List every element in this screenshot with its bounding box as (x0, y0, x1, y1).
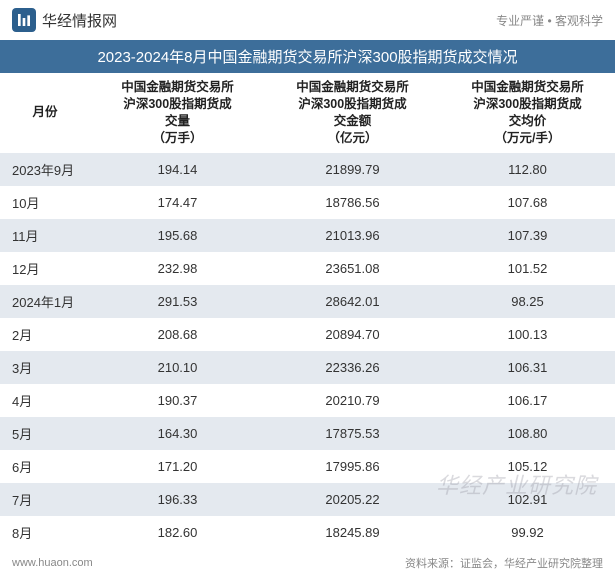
report-title: 2023-2024年8月中国金融期货交易所沪深300股指期货成交情况 (0, 40, 615, 73)
table-row: 2024年1月291.5328642.0198.25 (0, 285, 615, 318)
table-row: 12月232.9823651.08101.52 (0, 252, 615, 285)
cell-volume: 232.98 (90, 252, 265, 285)
cell-avgprice: 106.31 (440, 351, 615, 384)
cell-volume: 194.14 (90, 153, 265, 186)
table-row: 11月195.6821013.96107.39 (0, 219, 615, 252)
cell-turnover: 18786.56 (265, 186, 440, 219)
data-table: 月份 中国金融期货交易所 沪深300股指期货成 交量 （万手） 中国金融期货交易… (0, 73, 615, 549)
cell-month: 12月 (0, 252, 90, 285)
cell-volume: 291.53 (90, 285, 265, 318)
cell-turnover: 21013.96 (265, 219, 440, 252)
cell-avgprice: 106.17 (440, 384, 615, 417)
table-row: 4月190.3720210.79106.17 (0, 384, 615, 417)
footer: www.huaon.com 资料来源：证监会，华经产业研究院整理 (0, 549, 615, 577)
cell-turnover: 21899.79 (265, 153, 440, 186)
cell-turnover: 22336.26 (265, 351, 440, 384)
cell-month: 3月 (0, 351, 90, 384)
cell-turnover: 17995.86 (265, 450, 440, 483)
cell-volume: 196.33 (90, 483, 265, 516)
cell-avgprice: 108.80 (440, 417, 615, 450)
cell-avgprice: 107.39 (440, 219, 615, 252)
table-head: 月份 中国金融期货交易所 沪深300股指期货成 交量 （万手） 中国金融期货交易… (0, 73, 615, 153)
cell-avgprice: 100.13 (440, 318, 615, 351)
cell-turnover: 18245.89 (265, 516, 440, 549)
cell-turnover: 20210.79 (265, 384, 440, 417)
table-row: 2023年9月194.1421899.79112.80 (0, 153, 615, 186)
col-header-turnover: 中国金融期货交易所 沪深300股指期货成 交金额 （亿元） (265, 73, 440, 153)
cell-month: 8月 (0, 516, 90, 549)
cell-avgprice: 102.91 (440, 483, 615, 516)
cell-month: 2月 (0, 318, 90, 351)
header: 华经情报网 专业严谨 • 客观科学 (0, 0, 615, 40)
cell-volume: 182.60 (90, 516, 265, 549)
cell-avgprice: 105.12 (440, 450, 615, 483)
col-header-avgprice: 中国金融期货交易所 沪深300股指期货成 交均价 （万元/手） (440, 73, 615, 153)
table-row: 3月210.1022336.26106.31 (0, 351, 615, 384)
cell-volume: 208.68 (90, 318, 265, 351)
cell-volume: 171.20 (90, 450, 265, 483)
cell-month: 6月 (0, 450, 90, 483)
cell-avgprice: 112.80 (440, 153, 615, 186)
data-source: 资料来源：证监会，华经产业研究院整理 (405, 555, 603, 571)
table-row: 8月182.6018245.8999.92 (0, 516, 615, 549)
table-row: 5月164.3017875.53108.80 (0, 417, 615, 450)
cell-turnover: 17875.53 (265, 417, 440, 450)
cell-avgprice: 107.68 (440, 186, 615, 219)
table-row: 7月196.3320205.22102.91 (0, 483, 615, 516)
cell-month: 2024年1月 (0, 285, 90, 318)
cell-month: 11月 (0, 219, 90, 252)
cell-avgprice: 98.25 (440, 285, 615, 318)
cell-turnover: 20894.70 (265, 318, 440, 351)
cell-volume: 210.10 (90, 351, 265, 384)
logo-icon (12, 8, 36, 32)
cell-volume: 164.30 (90, 417, 265, 450)
report-container: 华经情报网 专业严谨 • 客观科学 2023-2024年8月中国金融期货交易所沪… (0, 0, 615, 540)
cell-month: 4月 (0, 384, 90, 417)
table-row: 2月208.6820894.70100.13 (0, 318, 615, 351)
cell-volume: 195.68 (90, 219, 265, 252)
cell-avgprice: 101.52 (440, 252, 615, 285)
tagline: 专业严谨 • 客观科学 (496, 12, 603, 29)
cell-month: 2023年9月 (0, 153, 90, 186)
col-header-month: 月份 (0, 73, 90, 153)
logo-text: 华经情报网 (42, 10, 117, 31)
logo-area: 华经情报网 (12, 8, 117, 32)
cell-turnover: 20205.22 (265, 483, 440, 516)
table-row: 6月171.2017995.86105.12 (0, 450, 615, 483)
cell-volume: 190.37 (90, 384, 265, 417)
cell-avgprice: 99.92 (440, 516, 615, 549)
cell-turnover: 28642.01 (265, 285, 440, 318)
cell-volume: 174.47 (90, 186, 265, 219)
cell-month: 7月 (0, 483, 90, 516)
website-url: www.huaon.com (12, 557, 93, 569)
col-header-volume: 中国金融期货交易所 沪深300股指期货成 交量 （万手） (90, 73, 265, 153)
table-body: 2023年9月194.1421899.79112.8010月174.471878… (0, 153, 615, 549)
cell-turnover: 23651.08 (265, 252, 440, 285)
table-row: 10月174.4718786.56107.68 (0, 186, 615, 219)
cell-month: 10月 (0, 186, 90, 219)
cell-month: 5月 (0, 417, 90, 450)
